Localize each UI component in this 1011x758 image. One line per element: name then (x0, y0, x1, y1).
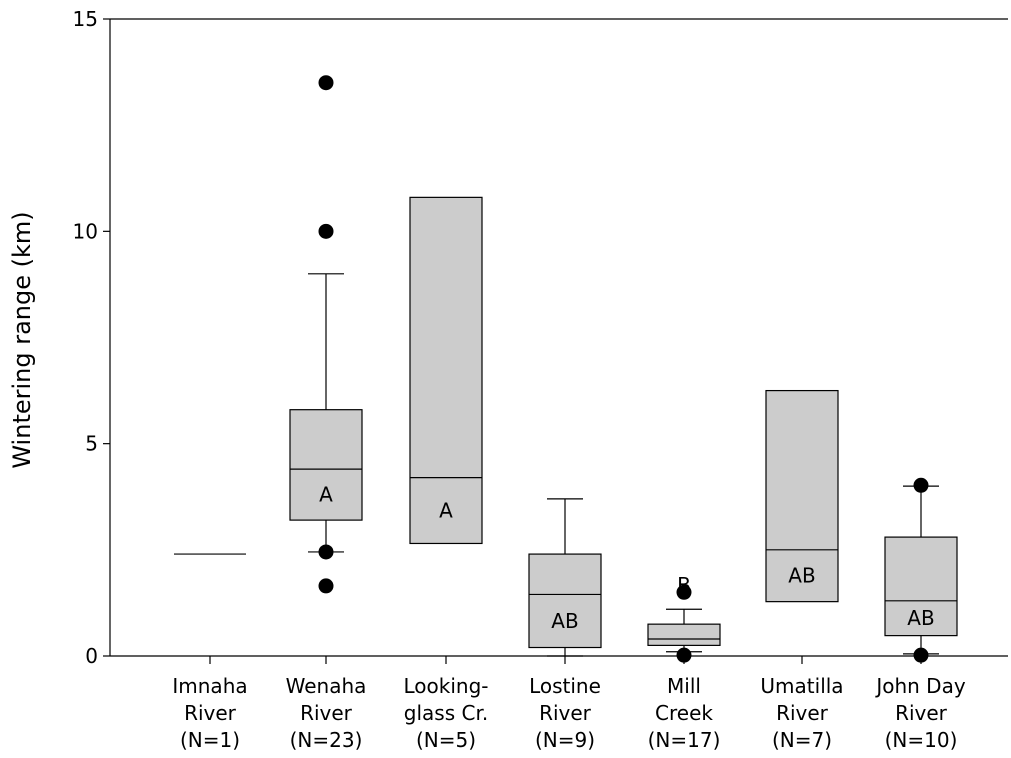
category-label: (N=5) (416, 728, 476, 752)
category-label: River (539, 701, 592, 725)
category-label: glass Cr. (404, 701, 488, 725)
category-label: Mill (667, 674, 701, 698)
category-label: River (184, 701, 237, 725)
category-label: John Day (874, 674, 966, 698)
category-label: (N=1) (180, 728, 240, 752)
box (410, 197, 482, 543)
category-label: Wenaha (286, 674, 367, 698)
y-tick-label: 15 (73, 7, 98, 31)
y-tick-label: 5 (85, 432, 98, 456)
box (529, 554, 601, 647)
category-label: Lostine (529, 674, 601, 698)
outlier-point (677, 648, 692, 663)
category-label: Looking- (404, 674, 489, 698)
category-label: (N=23) (290, 728, 363, 752)
outlier-point (914, 478, 929, 493)
group-letter: AB (907, 606, 934, 630)
category-label: Umatilla (760, 674, 843, 698)
group-letter: AB (551, 609, 578, 633)
y-tick-label: 10 (73, 219, 98, 243)
box (648, 624, 720, 645)
category-label: River (300, 701, 353, 725)
y-axis-label: Wintering range (km) (8, 211, 36, 468)
group-letter: AB (788, 564, 815, 588)
category-label: (N=9) (535, 728, 595, 752)
category-label: (N=17) (648, 728, 721, 752)
outlier-point (319, 75, 334, 90)
box-series: A A AB B AB AB (174, 75, 957, 662)
category-labels: Imnaha River (N=1) Wenaha River (N=23) Looking… (172, 674, 965, 752)
category-label: River (895, 701, 948, 725)
category-label: Creek (655, 701, 713, 725)
outlier-point (319, 578, 334, 593)
y-tick-label: 0 (85, 644, 98, 668)
outlier-point (914, 648, 929, 663)
group-letter: B (677, 573, 691, 597)
category-label: River (776, 701, 829, 725)
category-label: (N=7) (772, 728, 832, 752)
group-letter: A (319, 483, 333, 507)
group-letter: A (439, 499, 453, 523)
outlier-point (319, 544, 334, 559)
outlier-point (319, 224, 334, 239)
category-label: Imnaha (172, 674, 247, 698)
category-label: (N=10) (885, 728, 958, 752)
